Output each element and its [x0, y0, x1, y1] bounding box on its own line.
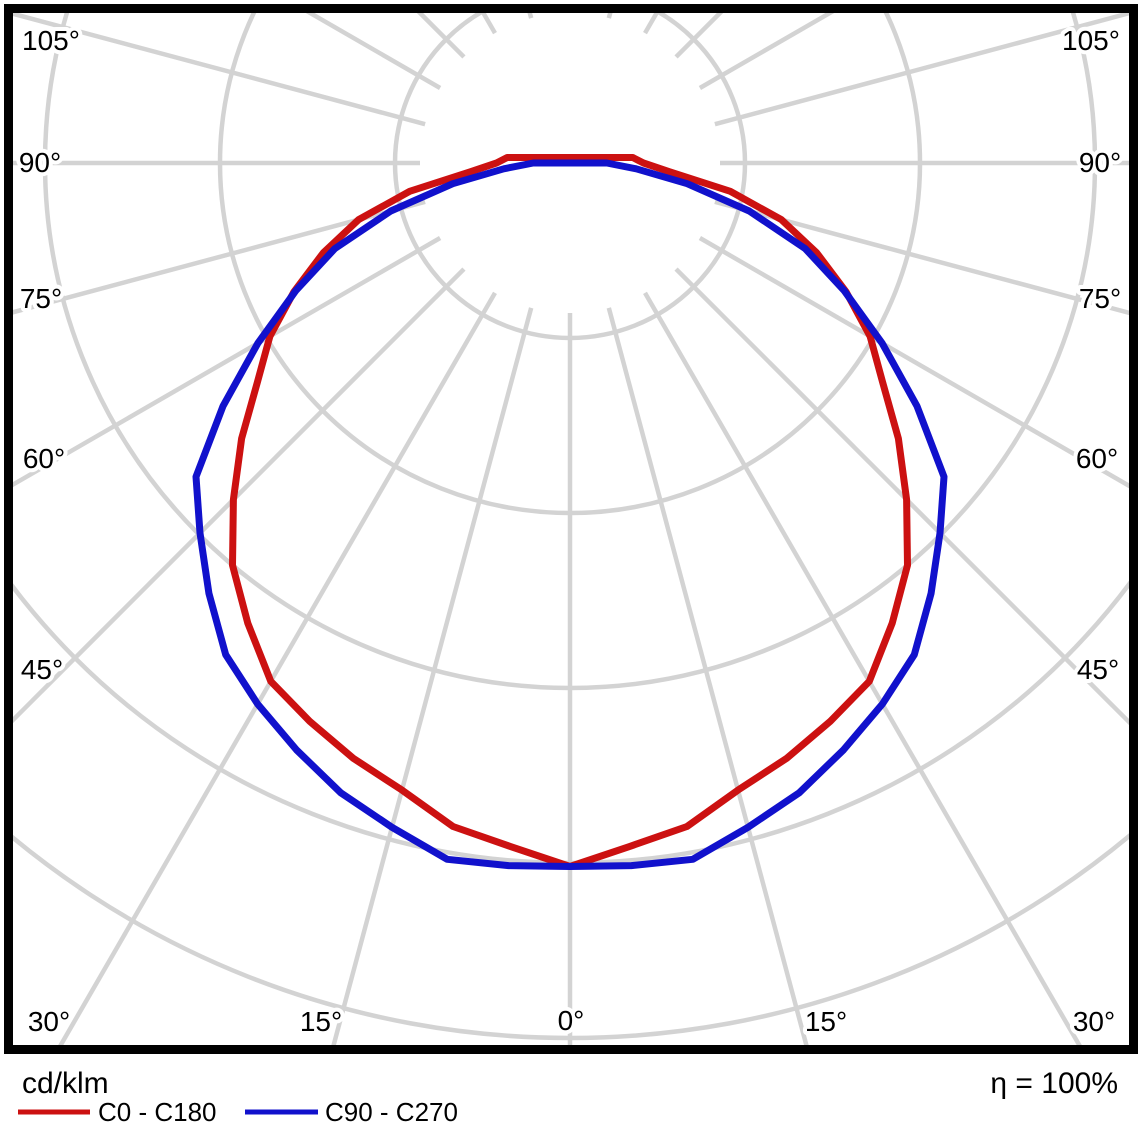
units-label: cd/klm [22, 1067, 109, 1100]
grid-ray [698, 236, 1129, 489]
angle-tick-label: 30° [1073, 1006, 1115, 1037]
grid-ray [13, 267, 466, 724]
legend-label-c90-c270: C90 - C270 [325, 1097, 458, 1127]
angle-tick-label: 45° [21, 654, 63, 685]
intensity-curves [192, 154, 948, 870]
angle-tick-label: 105° [22, 25, 80, 56]
grid-ray [606, 307, 809, 1045]
angle-tick-label: 30° [28, 1006, 70, 1037]
angle-tick-label: 90° [19, 147, 61, 178]
angle-tick-labels: 105° 90° 75° 60° 45° 30° 15° 0° 15° 30° 45° 60° 75° 9… [15, 21, 1125, 1041]
angle-tick-label: 15° [300, 1006, 342, 1037]
angle-tick-label: 15° [805, 1006, 847, 1037]
grid-ray [13, 236, 442, 488]
grid-ray [674, 267, 1129, 726]
angle-tick-label: 60° [23, 443, 65, 474]
angle-tick-label: 60° [1076, 443, 1118, 474]
legend-label-c0-c180: C0 - C180 [98, 1097, 217, 1127]
grid-ray [714, 13, 1129, 127]
grid-ray [58, 291, 497, 1045]
angle-tick-label: 75° [20, 283, 62, 314]
angle-tick-label: 75° [1079, 283, 1121, 314]
grid-ray [331, 307, 534, 1045]
grid-ray [643, 291, 1082, 1045]
chart-frame [4, 4, 1138, 1054]
grid-ray [714, 199, 1129, 316]
angle-tick-label: 0° [558, 1005, 585, 1036]
angle-tick-label: 105° [1062, 25, 1120, 56]
angle-tick-label: 90° [1079, 147, 1121, 178]
grid-ray [13, 199, 426, 315]
series-curve-c90-c270 [192, 159, 948, 870]
grid-ray [13, 13, 426, 127]
efficiency-label: η = 100% [990, 1067, 1118, 1100]
angle-tick-label: 45° [1077, 654, 1119, 685]
